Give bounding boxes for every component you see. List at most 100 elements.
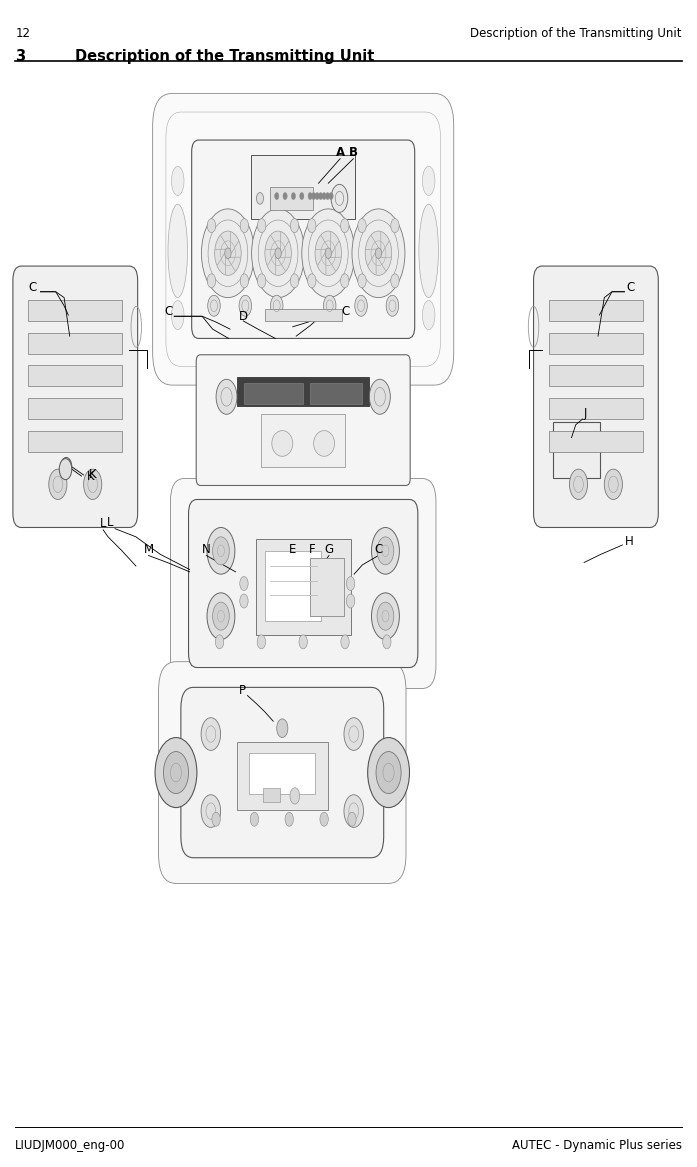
- Text: Description of the Transmitting Unit: Description of the Transmitting Unit: [470, 27, 682, 40]
- Circle shape: [319, 193, 323, 200]
- Circle shape: [291, 218, 299, 232]
- Circle shape: [213, 537, 229, 565]
- Text: C: C: [627, 280, 635, 294]
- Bar: [270, 187, 313, 210]
- Circle shape: [352, 209, 405, 298]
- Ellipse shape: [314, 431, 335, 456]
- Circle shape: [283, 193, 287, 200]
- Bar: [310, 558, 344, 616]
- Circle shape: [376, 752, 401, 794]
- Circle shape: [341, 218, 349, 232]
- Circle shape: [265, 231, 291, 275]
- Circle shape: [604, 469, 622, 499]
- Circle shape: [346, 594, 355, 608]
- FancyBboxPatch shape: [158, 662, 406, 883]
- Text: L: L: [100, 517, 107, 531]
- Ellipse shape: [168, 204, 187, 298]
- Text: E: E: [289, 543, 296, 557]
- Bar: [28, 365, 123, 386]
- Bar: [28, 431, 123, 452]
- Circle shape: [49, 469, 67, 499]
- Text: K: K: [87, 469, 94, 483]
- Ellipse shape: [272, 431, 293, 456]
- Circle shape: [256, 193, 263, 204]
- Circle shape: [155, 738, 197, 808]
- Circle shape: [312, 193, 316, 200]
- Text: 12: 12: [15, 27, 31, 40]
- Bar: [263, 788, 280, 802]
- Circle shape: [240, 218, 249, 232]
- Ellipse shape: [171, 301, 184, 330]
- Ellipse shape: [422, 167, 435, 195]
- Bar: [549, 300, 643, 321]
- Text: F: F: [309, 543, 316, 557]
- Text: D: D: [238, 309, 248, 323]
- Circle shape: [323, 295, 336, 316]
- Bar: [237, 742, 328, 810]
- Circle shape: [257, 218, 266, 232]
- Circle shape: [84, 469, 102, 499]
- FancyBboxPatch shape: [181, 687, 383, 858]
- Circle shape: [270, 295, 283, 316]
- Circle shape: [372, 527, 399, 574]
- Circle shape: [391, 218, 399, 232]
- Circle shape: [344, 718, 363, 750]
- Circle shape: [341, 635, 349, 649]
- Text: L: L: [107, 516, 114, 530]
- Circle shape: [239, 295, 252, 316]
- Bar: [310, 383, 362, 404]
- Circle shape: [569, 469, 588, 499]
- Bar: [549, 398, 643, 419]
- FancyBboxPatch shape: [196, 355, 410, 485]
- Bar: [256, 539, 351, 635]
- Circle shape: [201, 795, 221, 827]
- Circle shape: [208, 295, 220, 316]
- Bar: [28, 333, 123, 354]
- Circle shape: [358, 274, 366, 288]
- Text: J: J: [584, 406, 587, 420]
- FancyBboxPatch shape: [170, 478, 436, 689]
- Text: H: H: [625, 534, 634, 548]
- Circle shape: [257, 274, 266, 288]
- FancyBboxPatch shape: [188, 499, 418, 668]
- Text: K: K: [89, 468, 96, 482]
- Circle shape: [325, 247, 332, 259]
- Circle shape: [215, 635, 224, 649]
- Circle shape: [391, 274, 399, 288]
- Circle shape: [331, 184, 348, 212]
- Circle shape: [224, 247, 231, 259]
- Circle shape: [299, 635, 307, 649]
- Circle shape: [250, 812, 259, 826]
- Circle shape: [213, 602, 229, 630]
- Circle shape: [207, 593, 235, 640]
- Text: G: G: [324, 543, 334, 557]
- Bar: [251, 155, 355, 219]
- Bar: [549, 333, 643, 354]
- Ellipse shape: [422, 301, 435, 330]
- Circle shape: [377, 537, 394, 565]
- Text: A: A: [335, 146, 345, 160]
- Circle shape: [290, 788, 300, 804]
- Circle shape: [325, 193, 330, 200]
- Bar: [265, 551, 321, 621]
- Bar: [265, 309, 342, 321]
- Circle shape: [367, 738, 409, 808]
- Circle shape: [375, 247, 382, 259]
- Circle shape: [358, 218, 366, 232]
- Circle shape: [291, 193, 296, 200]
- Circle shape: [346, 576, 355, 591]
- Bar: [553, 422, 600, 478]
- Circle shape: [240, 594, 248, 608]
- Text: AUTEC - Dynamic Plus series: AUTEC - Dynamic Plus series: [512, 1139, 682, 1152]
- Text: C: C: [342, 305, 350, 319]
- Text: B: B: [349, 146, 358, 160]
- FancyBboxPatch shape: [153, 93, 454, 385]
- Circle shape: [207, 274, 215, 288]
- Circle shape: [322, 193, 326, 200]
- Circle shape: [372, 593, 399, 640]
- Circle shape: [341, 274, 349, 288]
- Circle shape: [275, 247, 282, 259]
- Circle shape: [212, 812, 220, 826]
- Ellipse shape: [171, 167, 184, 195]
- Circle shape: [377, 602, 394, 630]
